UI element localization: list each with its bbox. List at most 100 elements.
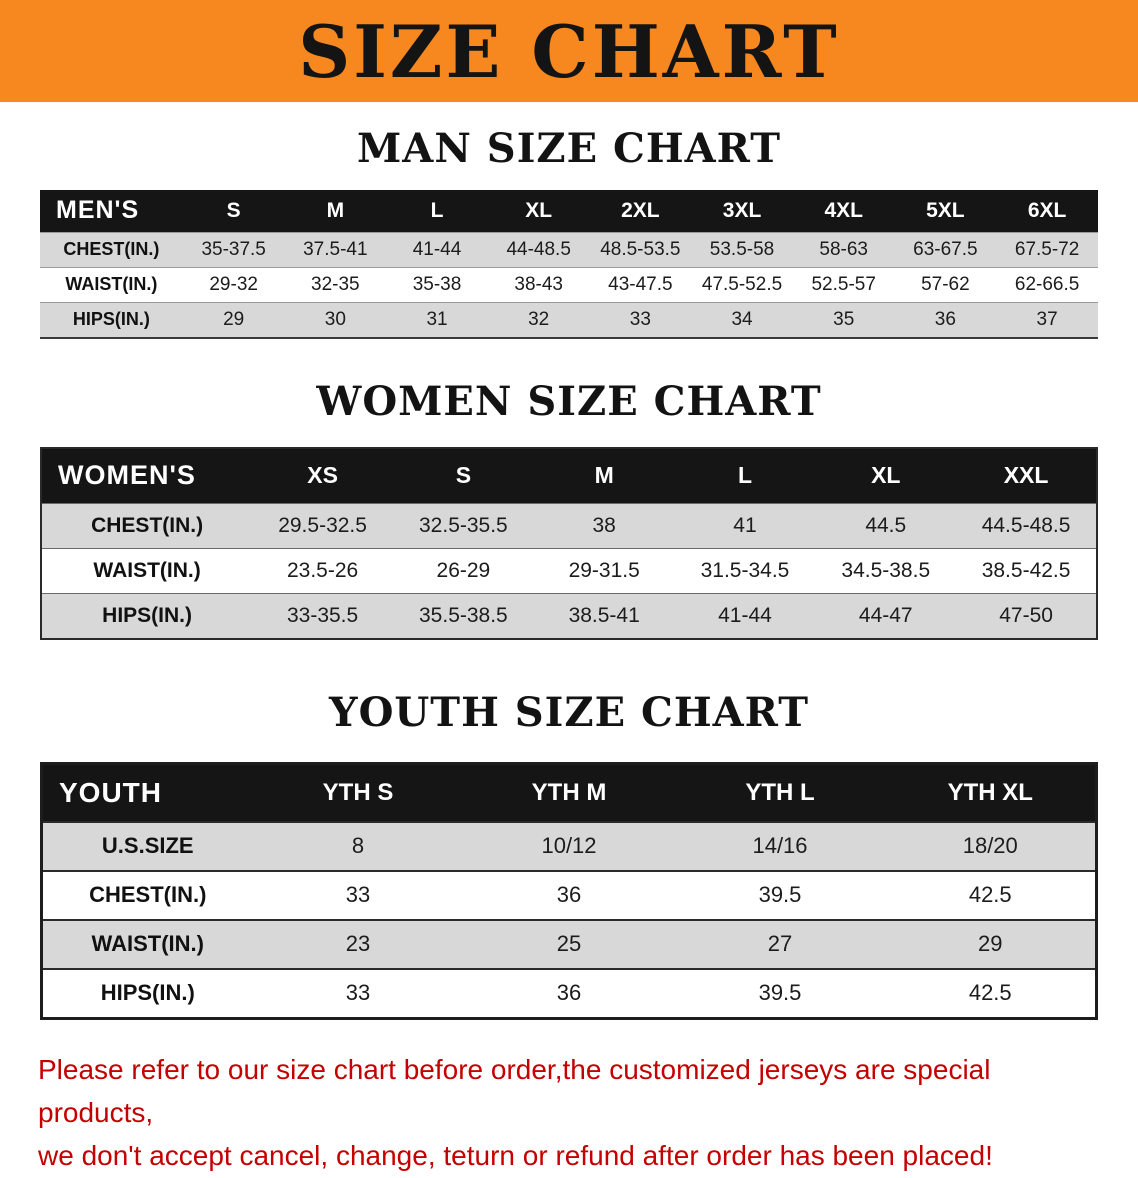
size-cell: 32-35 xyxy=(311,273,360,295)
size-cell: 63-67.5 xyxy=(913,238,978,260)
size-cell: 47-50 xyxy=(999,604,1053,627)
size-cell: 42.5 xyxy=(968,882,1012,907)
size-cell: 42.5 xyxy=(968,980,1012,1005)
size-cell: 29-32 xyxy=(209,273,258,295)
column-header: XS xyxy=(307,462,338,489)
size-cell: 31.5-34.5 xyxy=(700,559,790,582)
table-header-row: WOMEN'S XS S M L XL XXL xyxy=(41,447,1097,504)
size-cell: 41 xyxy=(733,514,757,537)
size-cell: 31 xyxy=(426,308,448,330)
men-section-title: MAN SIZE CHART xyxy=(357,125,781,172)
disclaimer-line: Please refer to our size chart before or… xyxy=(38,1053,991,1128)
size-cell: 44.5-48.5 xyxy=(981,514,1071,537)
row-label: CHEST(IN.) xyxy=(89,882,207,907)
size-cell: 26-29 xyxy=(436,559,491,582)
size-cell: 38-43 xyxy=(514,273,563,295)
size-cell: 37 xyxy=(1036,308,1058,330)
size-cell: 35-38 xyxy=(412,273,462,295)
disclaimer-line: we don't accept cancel, change, teturn o… xyxy=(38,1140,993,1172)
size-cell: 62-66.5 xyxy=(1014,273,1080,295)
table-row: WAIST(IN.) 23 25 27 29 xyxy=(41,919,1097,969)
column-header: L xyxy=(737,462,752,489)
column-header: 4XL xyxy=(824,198,863,222)
size-cell: 67.5-72 xyxy=(1014,238,1080,260)
table-header-label: YOUTH xyxy=(59,776,162,808)
table-row: WAIST(IN.) 23.5-26 26-29 29-31.5 31.5-34… xyxy=(41,548,1097,594)
column-header: M xyxy=(326,198,345,222)
size-cell: 41-44 xyxy=(718,604,772,627)
size-cell: 23 xyxy=(345,931,371,956)
column-header: YTH S xyxy=(322,778,394,806)
size-cell: 18/20 xyxy=(962,833,1018,858)
size-cell: 32.5-35.5 xyxy=(419,514,508,537)
size-cell: 36 xyxy=(556,980,582,1005)
size-cell: 37.5-41 xyxy=(303,238,368,260)
row-label: WAIST(IN.) xyxy=(65,274,158,294)
table-row: WAIST(IN.) 29-32 32-35 35-38 38-43 43-47… xyxy=(40,267,1098,302)
row-label: CHEST(IN.) xyxy=(63,239,160,259)
table-row: HIPS(IN.) 33 36 39.5 42.5 xyxy=(41,968,1097,1018)
size-cell: 41-44 xyxy=(412,238,462,260)
row-label: HIPS(IN.) xyxy=(100,980,195,1005)
size-cell: 43-47.5 xyxy=(608,273,673,295)
size-cell: 8 xyxy=(351,833,365,858)
size-cell: 27 xyxy=(767,931,793,956)
row-label: HIPS(IN.) xyxy=(102,604,193,627)
column-header: 3XL xyxy=(722,198,762,222)
size-cell: 10/12 xyxy=(541,833,597,858)
size-cell: 33 xyxy=(345,980,371,1005)
column-header: YTH L xyxy=(745,778,815,806)
column-header: S xyxy=(226,198,241,222)
size-cell: 38.5-41 xyxy=(568,604,640,627)
table-row: CHEST(IN.) 29.5-32.5 32.5-35.5 38 41 44.… xyxy=(41,503,1097,549)
size-cell: 30 xyxy=(324,308,346,330)
size-cell: 58-63 xyxy=(819,238,868,260)
size-cell: 32 xyxy=(528,308,550,330)
size-cell: 34.5-38.5 xyxy=(841,559,931,582)
size-cell: 25 xyxy=(556,931,582,956)
column-header: YTH XL xyxy=(947,778,1033,806)
size-cell: 14/16 xyxy=(752,833,808,858)
women-size-table: WOMEN'S XS S M L XL XXL CHEST(IN.) 29.5-… xyxy=(40,446,1098,640)
size-cell: 23.5-26 xyxy=(286,559,359,582)
size-cell: 52.5-57 xyxy=(811,273,876,295)
row-label: WAIST(IN.) xyxy=(91,931,204,956)
column-header: S xyxy=(455,462,472,489)
banner-title: SIZE CHART xyxy=(298,8,840,94)
table-header-label: MEN'S xyxy=(56,196,140,225)
size-cell: 44-47 xyxy=(858,604,913,627)
youth-section-title: YOUTH SIZE CHART xyxy=(329,689,809,736)
column-header: XXL xyxy=(1003,462,1049,489)
table-row: HIPS(IN.) 33-35.5 35.5-38.5 38.5-41 41-4… xyxy=(41,593,1097,639)
table-header-row: YOUTH YTH S YTH M YTH L YTH XL xyxy=(41,763,1097,822)
table-row: U.S.SIZE 8 10/12 14/16 18/20 xyxy=(41,821,1097,871)
size-cell: 53.5-58 xyxy=(709,238,775,260)
men-table-wrap: MEN'S S M L XL 2XL 3XL 4XL 5XL 6XL CHEST… xyxy=(40,190,1098,339)
size-cell: 35 xyxy=(833,308,855,330)
size-cell: 38.5-42.5 xyxy=(981,559,1071,582)
size-cell: 29 xyxy=(978,931,1003,956)
table-header-label: WOMEN'S xyxy=(58,460,196,491)
column-header: XL xyxy=(871,462,901,489)
size-cell: 48.5-53.5 xyxy=(600,238,681,260)
row-label: HIPS(IN.) xyxy=(72,309,150,329)
size-cell: 34 xyxy=(731,308,753,330)
column-header: L xyxy=(430,198,444,222)
size-cell: 39.5 xyxy=(758,882,802,907)
disclaimer-text: Please refer to our size chart before or… xyxy=(38,1048,1100,1178)
size-cell: 29-31.5 xyxy=(568,559,640,582)
banner: SIZE CHART xyxy=(0,0,1138,102)
youth-size-table: YOUTH YTH S YTH M YTH L YTH XL U.S.SIZE … xyxy=(40,762,1098,1020)
size-cell: 29 xyxy=(223,308,245,330)
size-cell: 36 xyxy=(556,882,582,907)
size-cell: 36 xyxy=(934,308,956,330)
size-cell: 33 xyxy=(629,308,651,330)
column-header: M xyxy=(594,462,614,489)
women-section-title: WOMEN SIZE CHART xyxy=(316,377,822,425)
table-row: CHEST(IN.) 33 36 39.5 42.5 xyxy=(41,870,1097,920)
men-size-table: MEN'S S M L XL 2XL 3XL 4XL 5XL 6XL CHEST… xyxy=(40,190,1098,339)
size-cell: 33 xyxy=(345,882,371,907)
table-row: HIPS(IN.) 29 30 31 32 33 34 35 36 37 xyxy=(40,302,1098,338)
size-cell: 29.5-32.5 xyxy=(278,514,367,537)
